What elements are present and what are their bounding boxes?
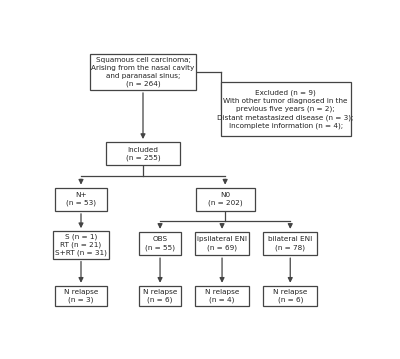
FancyBboxPatch shape (55, 187, 107, 211)
FancyBboxPatch shape (196, 187, 254, 211)
Text: N+
(n = 53): N+ (n = 53) (66, 192, 96, 206)
Text: Squamous cell carcinoma;
Arising from the nasal cavity
and paranasal sinus;
(n =: Squamous cell carcinoma; Arising from th… (91, 57, 195, 87)
FancyBboxPatch shape (139, 286, 181, 306)
FancyBboxPatch shape (195, 286, 249, 306)
Text: N relapse
(n = 4): N relapse (n = 4) (205, 289, 239, 303)
Text: bilateral ENI
(n = 78): bilateral ENI (n = 78) (268, 236, 312, 251)
Text: S (n = 1)
RT (n = 21)
S+RT (n = 31): S (n = 1) RT (n = 21) S+RT (n = 31) (55, 233, 107, 256)
Text: N0
(n = 202): N0 (n = 202) (208, 192, 242, 206)
FancyBboxPatch shape (55, 286, 107, 306)
Text: N relapse
(n = 6): N relapse (n = 6) (273, 289, 308, 303)
FancyBboxPatch shape (90, 54, 196, 90)
Text: N relapse
(n = 6): N relapse (n = 6) (143, 289, 177, 303)
FancyBboxPatch shape (195, 232, 249, 255)
Text: Excluded (n = 9)
With other tumor diagnosed in the
previous five years (n = 2);
: Excluded (n = 9) With other tumor diagno… (218, 90, 354, 129)
FancyBboxPatch shape (106, 142, 180, 165)
Text: OBS
(n = 55): OBS (n = 55) (145, 236, 175, 251)
FancyBboxPatch shape (53, 231, 109, 259)
FancyBboxPatch shape (263, 232, 317, 255)
FancyBboxPatch shape (263, 286, 317, 306)
Text: Included
(n = 255): Included (n = 255) (126, 146, 160, 161)
Text: ipsilateral ENI
(n = 69): ipsilateral ENI (n = 69) (197, 236, 247, 251)
FancyBboxPatch shape (220, 83, 351, 136)
Text: N relapse
(n = 3): N relapse (n = 3) (64, 289, 98, 303)
FancyBboxPatch shape (139, 232, 181, 255)
